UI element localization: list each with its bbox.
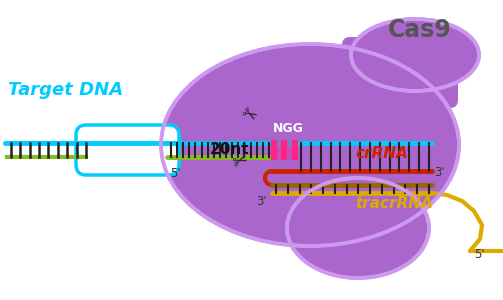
FancyBboxPatch shape: [271, 141, 298, 159]
Text: 3': 3': [256, 195, 267, 208]
Text: NGG: NGG: [273, 122, 304, 135]
Text: Cas9: Cas9: [388, 18, 452, 42]
Text: ✂: ✂: [230, 151, 250, 173]
FancyBboxPatch shape: [342, 37, 458, 108]
FancyBboxPatch shape: [264, 145, 400, 226]
Ellipse shape: [161, 44, 459, 246]
FancyBboxPatch shape: [76, 125, 179, 175]
Text: ✂: ✂: [237, 103, 259, 127]
Text: 5': 5': [170, 167, 181, 180]
Text: 5': 5': [474, 248, 484, 262]
Text: tracrRNA: tracrRNA: [355, 196, 433, 211]
Text: Target DNA: Target DNA: [8, 81, 123, 99]
Ellipse shape: [351, 19, 479, 91]
Text: crRNA: crRNA: [355, 146, 408, 161]
FancyBboxPatch shape: [81, 128, 174, 172]
Text: 20nt: 20nt: [210, 142, 249, 158]
Ellipse shape: [287, 178, 429, 278]
Text: 3': 3': [434, 167, 445, 179]
